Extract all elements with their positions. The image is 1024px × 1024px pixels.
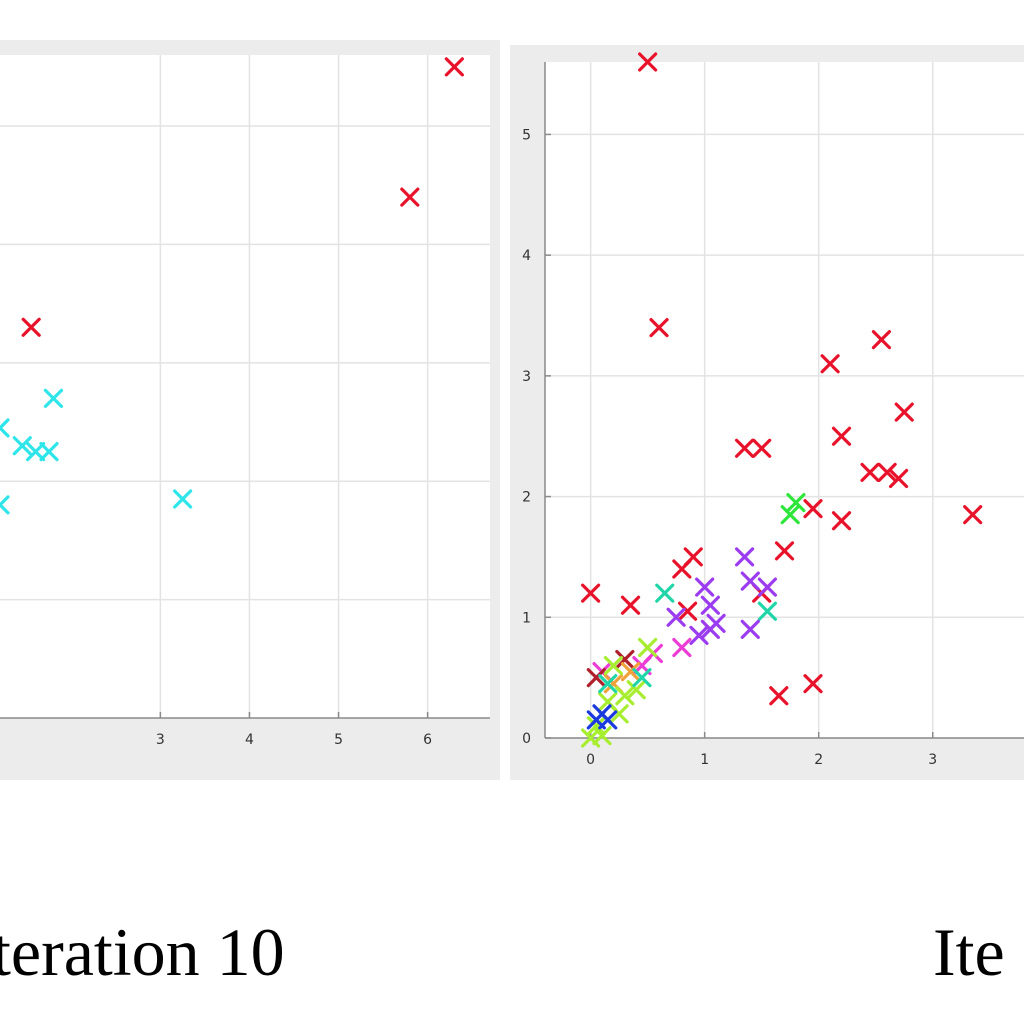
right-point-6 <box>752 438 772 458</box>
left-point-7 <box>39 442 59 462</box>
right-point-30 <box>695 577 715 597</box>
right-scatter-panel: 0 1 2 3 0 1 2 3 4 5 <box>510 45 1024 780</box>
right-point-8 <box>860 462 880 483</box>
right-point-1 <box>649 317 669 338</box>
right-point-19 <box>677 601 698 621</box>
right-point-15 <box>581 583 601 603</box>
right-point-58 <box>592 704 612 724</box>
right-point-51 <box>592 725 612 746</box>
right-point-55 <box>632 668 652 688</box>
left-point-6 <box>26 442 46 462</box>
left-point-0 <box>444 57 464 77</box>
right-point-37 <box>672 637 692 658</box>
caption-left: teration 10 <box>0 914 285 990</box>
right-point-23 <box>786 493 806 513</box>
right-point-35 <box>740 619 760 639</box>
right-data-points <box>581 52 983 748</box>
right-point-41 <box>615 649 635 670</box>
left-point-1 <box>400 187 420 207</box>
right-point-53 <box>638 637 658 658</box>
right-ytick-label-5: 5 <box>522 127 531 143</box>
left-point-2 <box>21 317 41 337</box>
right-point-33 <box>689 625 709 645</box>
left-point-3 <box>43 388 64 408</box>
left-gridlines <box>0 55 490 718</box>
right-point-11 <box>963 505 983 525</box>
right-point-28 <box>740 571 760 591</box>
left-plot-area <box>0 55 490 718</box>
right-axes <box>544 62 1024 739</box>
right-point-16 <box>620 595 641 615</box>
right-point-45 <box>615 686 635 706</box>
right-point-42 <box>586 668 606 688</box>
right-point-27 <box>734 547 755 567</box>
right-point-10 <box>888 468 909 489</box>
right-plot-area <box>545 62 1024 738</box>
right-point-5 <box>734 438 755 458</box>
right-point-3 <box>871 330 892 350</box>
left-data-points <box>0 57 464 515</box>
right-point-0 <box>638 52 658 72</box>
right-point-12 <box>831 511 852 531</box>
left-xtick-label-3: 3 <box>156 732 165 748</box>
right-point-48 <box>609 704 629 724</box>
left-tick-labels: 3 4 5 6 <box>156 732 432 748</box>
right-point-14 <box>774 541 795 561</box>
right-ytick-label-1: 1 <box>522 610 531 626</box>
right-point-24 <box>780 505 800 525</box>
right-point-21 <box>803 674 823 694</box>
right-tick-labels: 0 1 2 3 0 1 2 3 4 5 <box>522 127 937 768</box>
right-point-36 <box>666 607 686 627</box>
right-ytick-label-4: 4 <box>522 248 531 264</box>
right-point-25 <box>655 583 675 603</box>
left-axes <box>0 712 490 719</box>
right-point-31 <box>700 595 720 615</box>
left-xtick-label-4: 4 <box>245 732 254 748</box>
right-point-13 <box>803 499 823 519</box>
right-point-34 <box>706 613 726 633</box>
right-ytick-label-0: 0 <box>522 731 531 747</box>
left-scatter-panel: 3 4 5 6 <box>0 40 500 780</box>
right-point-49 <box>586 716 606 736</box>
right-point-7 <box>831 426 852 446</box>
caption-right: Ite <box>933 914 1005 990</box>
left-point-5 <box>12 436 32 456</box>
right-gridlines <box>545 62 1024 739</box>
right-xtick-label-2: 2 <box>814 752 823 768</box>
left-point-9 <box>173 489 193 509</box>
left-point-4 <box>0 418 10 438</box>
left-xtick-label-6: 6 <box>423 732 432 748</box>
right-ytick-label-2: 2 <box>522 490 531 506</box>
right-point-18 <box>672 559 692 579</box>
right-point-29 <box>757 577 777 597</box>
right-point-52 <box>603 655 624 676</box>
right-point-26 <box>757 601 777 621</box>
right-point-4 <box>894 402 914 422</box>
right-point-9 <box>877 462 897 483</box>
right-point-46 <box>626 680 646 700</box>
right-point-54 <box>598 674 618 694</box>
left-xtick-label-5: 5 <box>334 732 343 748</box>
right-point-20 <box>769 686 789 706</box>
left-point-8 <box>0 495 10 515</box>
right-point-44 <box>620 662 641 682</box>
right-point-2 <box>820 354 840 374</box>
right-xtick-label-1: 1 <box>700 752 709 768</box>
right-xtick-label-3: 3 <box>928 752 937 768</box>
right-ytick-label-3: 3 <box>522 369 531 385</box>
right-xtick-label-0: 0 <box>586 752 595 768</box>
